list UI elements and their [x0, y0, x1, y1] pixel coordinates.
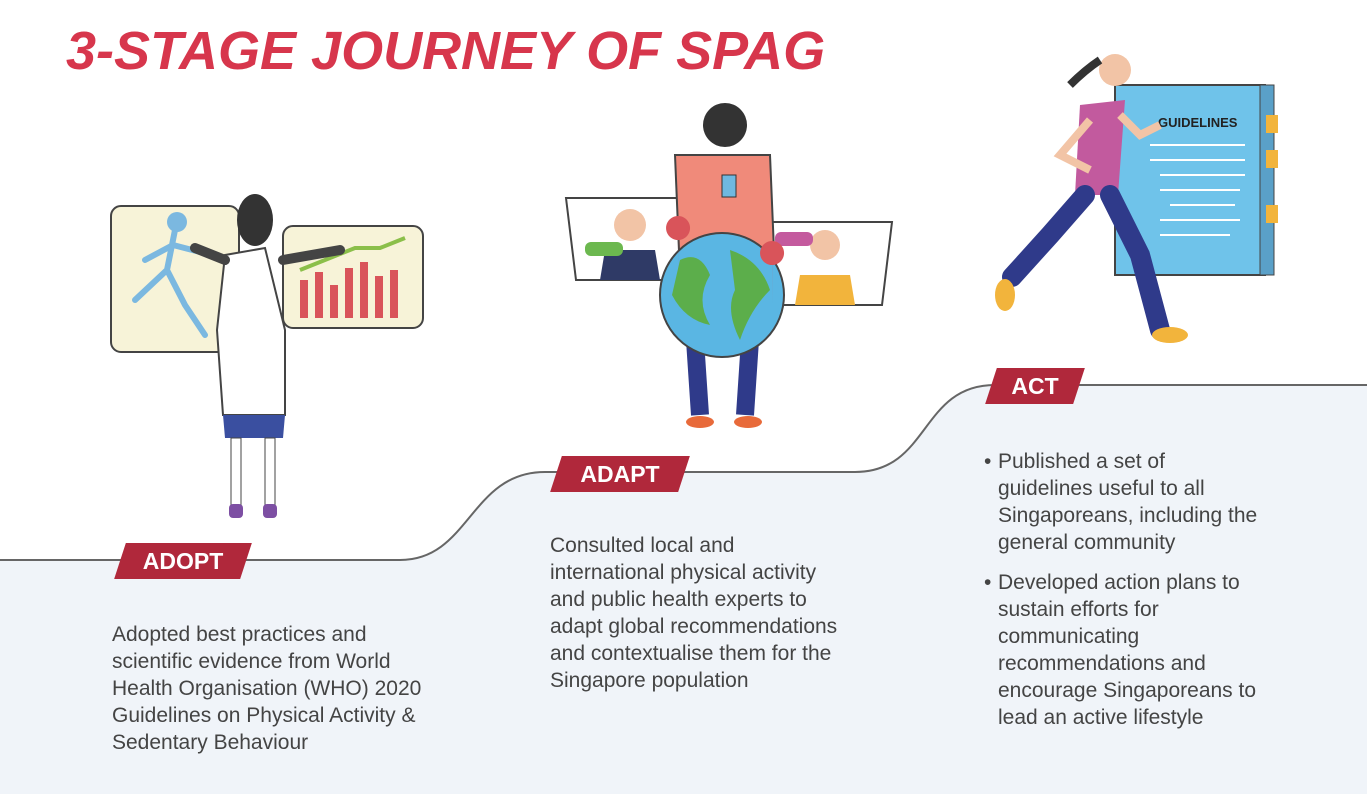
adapt-text: Consulted local and international physic… [550, 534, 838, 692]
act-bullet: Developed action plans to sustain effort… [984, 569, 1294, 731]
globe-video-call-illustration [564, 103, 894, 428]
doctor-illustration [110, 194, 424, 518]
runner-guidelines-illustration: GUIDELINES [995, 54, 1278, 343]
act-bullet: Published a set of guidelines useful to … [984, 448, 1258, 556]
page-title: 3-STAGE JOURNEY OF SPAG [66, 21, 826, 81]
stage-label: ACT [1011, 373, 1059, 399]
stage-label: ADOPT [142, 548, 224, 574]
stage-tag-act: ACT [985, 368, 1085, 404]
act-description: Published a set of guidelines useful to … [984, 448, 1294, 744]
stage-tag-adopt: ADOPT [114, 543, 252, 579]
stage-tag-adapt: ADAPT [550, 456, 690, 492]
stage-label: ADAPT [580, 461, 660, 487]
adapt-description: Consulted local and international physic… [550, 532, 840, 694]
book-label: GUIDELINES [1158, 115, 1238, 130]
adopt-description: Adopted best practices and scientific ev… [112, 621, 442, 756]
adopt-text: Adopted best practices and scientific ev… [112, 623, 422, 754]
